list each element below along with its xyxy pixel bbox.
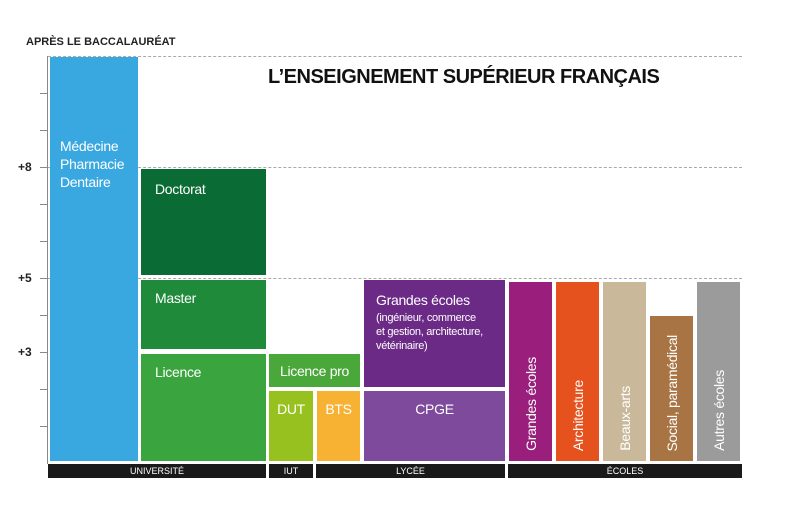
- master-block: Master: [141, 280, 266, 349]
- tick: [40, 389, 48, 390]
- tick-label: +3: [18, 345, 32, 359]
- footer-section: IUT: [269, 464, 313, 478]
- block-label: Dentaire: [60, 174, 111, 190]
- dashed-line: [48, 56, 742, 57]
- block-label: Doctorat: [155, 181, 206, 197]
- block-label: Grandes écoles: [376, 292, 470, 308]
- tick: [40, 426, 48, 427]
- tick: [40, 278, 48, 279]
- ecole-block: Autres écoles: [697, 282, 740, 461]
- block-label: Pharmacie: [60, 156, 125, 172]
- bts-block: BTS: [317, 391, 360, 461]
- doctorat-block: Doctorat: [141, 169, 266, 275]
- block-label: DUT: [277, 401, 305, 417]
- block-label: BTS: [325, 401, 352, 417]
- ecole-block: Architecture: [556, 282, 599, 461]
- block-label: Beaux-arts: [616, 386, 633, 451]
- cpge-block: CPGE: [364, 391, 505, 461]
- block-label: Master: [155, 290, 196, 306]
- ecole-block: Social, paramédical: [650, 316, 693, 461]
- footer-section: ÉCOLES: [508, 464, 742, 478]
- licence-pro-block: Licence pro: [269, 354, 360, 387]
- block-label: CPGE: [415, 401, 454, 417]
- tick: [40, 241, 48, 242]
- block-label: Architecture: [569, 379, 586, 451]
- tick: [40, 167, 48, 168]
- axis-title: APRÈS LE BACCALAURÉAT: [26, 36, 176, 48]
- tick: [40, 315, 48, 316]
- block-note: et gestion, architecture,: [376, 326, 483, 338]
- block-label: Licence: [155, 364, 202, 380]
- ecole-block: Beaux-arts: [603, 282, 646, 461]
- block-label: Autres écoles: [710, 370, 727, 451]
- block-note: vétérinaire): [376, 340, 428, 352]
- dut-block: DUT: [269, 391, 313, 461]
- tick-label: +8: [18, 160, 32, 174]
- tick: [40, 93, 48, 94]
- dashed-line: [48, 167, 742, 168]
- title: L’ENSEIGNEMENT SUPÉRIEUR FRANÇAIS: [268, 66, 660, 88]
- tick: [40, 352, 48, 353]
- ecole-block: Grandes écoles: [509, 282, 552, 461]
- footer-section: UNIVERSITÉ: [48, 464, 266, 478]
- footer-section: LYCÉE: [316, 464, 505, 478]
- tick: [40, 204, 48, 205]
- axis-line: [47, 56, 48, 464]
- grandes-ecoles-block: Grandes écoles (ingénieur, commerce et g…: [364, 280, 505, 387]
- tick: [40, 130, 48, 131]
- medecine-block: Médecine Pharmacie Dentaire: [50, 57, 138, 461]
- block-label: Grandes écoles: [522, 357, 539, 451]
- tick-label: +5: [18, 271, 32, 285]
- block-note: (ingénieur, commerce: [376, 312, 476, 324]
- licence-block: Licence: [141, 354, 266, 461]
- dashed-line: [48, 278, 742, 279]
- block-label: Social, paramédical: [663, 334, 680, 451]
- block-label: Médecine: [60, 138, 119, 154]
- block-label: Licence pro: [279, 362, 350, 379]
